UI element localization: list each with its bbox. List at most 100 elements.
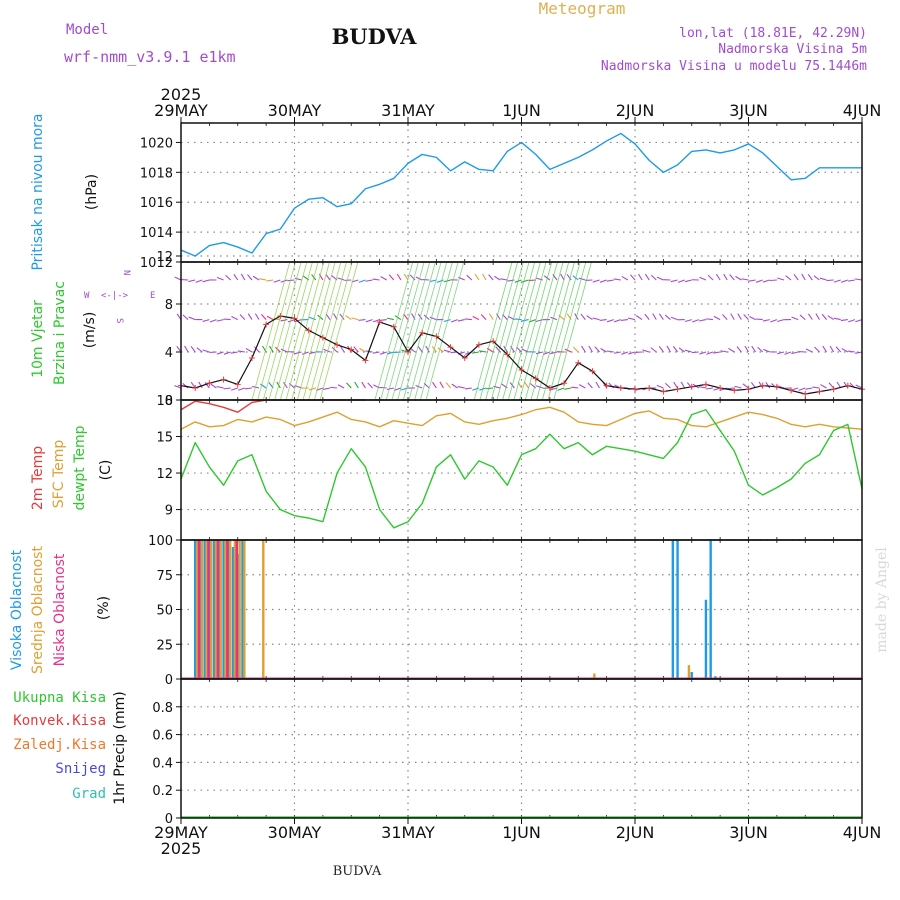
wind-gust-hatch [490, 261, 530, 401]
wind-barb [762, 319, 770, 322]
wind-barb [354, 381, 359, 389]
wind-barb [847, 350, 855, 353]
wind-barb [339, 313, 345, 320]
wind-gust-hatch [425, 261, 465, 401]
wind-barb [379, 351, 387, 355]
wind-barb [587, 382, 593, 389]
wind-barb [231, 316, 238, 321]
wind-barb [807, 313, 813, 320]
cloud_high-bar [212, 540, 216, 679]
wind-barb [429, 279, 437, 283]
wind-gust-hatch [302, 261, 342, 401]
wind-barb [323, 387, 331, 390]
y-tick-label: 75 [156, 569, 173, 584]
top-day-tick-label: 3JUN [729, 101, 768, 120]
cloud_mid-bar [233, 540, 237, 679]
top-day-tick-label: 29MAY [154, 101, 208, 120]
wind-barb [294, 351, 302, 355]
wind-barb [325, 273, 331, 281]
cloud_mid-bar [243, 540, 246, 679]
wind-barb [239, 314, 246, 320]
wind-gust-hatch [313, 261, 353, 401]
wind-barb [439, 381, 444, 389]
cloud_low-bar [197, 540, 201, 679]
wind-barb [855, 384, 863, 389]
sfctemp-ylabel: SFC Temp [51, 440, 67, 509]
wind-barb [443, 349, 451, 353]
wind-barb [274, 346, 281, 353]
cloud-mid-ylabel: Srednja Oblacnost [30, 546, 46, 674]
wind-barb [777, 319, 785, 322]
pressure-line [180, 132, 862, 257]
bottom-day-tick-label: 2JUN [616, 823, 655, 842]
wind-barb [801, 273, 806, 281]
wind-barb [415, 384, 423, 389]
lonlat-label: lon,lat (18.81E, 42.29N) [679, 26, 867, 41]
top-day-tick-label: 31MAY [381, 101, 435, 120]
temp2m-line [180, 399, 366, 413]
wind-barb [620, 319, 628, 321]
wind-barb [621, 275, 629, 281]
wind-barb [777, 277, 785, 281]
wind-barb [480, 314, 487, 320]
wind-barb [223, 351, 231, 355]
y-tick-label: 1014 [140, 226, 173, 241]
wind-barb [415, 276, 423, 281]
wind-barb [698, 319, 707, 322]
y-tick-label: 0 [165, 394, 173, 409]
wind-barb [535, 385, 543, 389]
y-tick-label: 0 [165, 812, 173, 827]
cloud_high-bar [241, 540, 244, 679]
footer-station: BUDVA [333, 864, 382, 879]
pressure-unit: (hPa) [84, 174, 100, 210]
marks-layer [174, 132, 865, 818]
wind-barb [464, 387, 472, 390]
wind-barb [606, 279, 614, 282]
wind-gust-hatch [536, 261, 575, 401]
top-day-tick-label: 2JUN [616, 101, 655, 120]
compass-south: S [114, 318, 124, 323]
compass-east: E [150, 291, 155, 301]
wind-barb [822, 345, 827, 353]
wind-barb [805, 348, 813, 353]
wind-barb [805, 387, 813, 390]
wind-barb [736, 346, 742, 353]
cloud_high-bar [709, 540, 712, 679]
wind-barb [388, 274, 395, 281]
wind-barb [765, 381, 771, 389]
wind-barb [684, 319, 692, 323]
bottom-time-ticks: 29MAY 30MAY 31MAY 1JUN 2JUN 3JUN 4JUN [154, 823, 881, 842]
y-tick-label: 18 [156, 394, 173, 409]
wind-barb [550, 387, 558, 391]
wind-barb [599, 319, 607, 322]
wind-barb [308, 316, 316, 321]
wind-barb [323, 348, 331, 353]
wind-barb [423, 314, 430, 321]
temp2m-ylabel: 2m Temp [30, 446, 46, 510]
wind-barb [820, 384, 827, 389]
wind-barb [195, 279, 203, 283]
wind-barb [550, 351, 558, 355]
precip-legend-conv: Konvek.Kisa [13, 713, 106, 729]
wind-barb [656, 276, 664, 281]
wind-barb [287, 279, 295, 282]
wind-barb [644, 313, 650, 320]
wind-barb [174, 385, 182, 389]
wind-barb [819, 277, 827, 281]
wind-barb [723, 273, 728, 281]
wind-barb [840, 319, 848, 322]
wind-barb [386, 387, 394, 391]
cloud_mid-bar [228, 540, 232, 679]
y-tick-label: 25 [156, 638, 173, 653]
wind-gust-hatch [408, 261, 448, 401]
wind-barb [737, 313, 742, 320]
top-day-tick-label: 30MAY [268, 101, 322, 120]
year-label-top: 2025 [161, 85, 202, 104]
wind-barb [339, 345, 345, 353]
wind-barb [280, 279, 288, 283]
wind-barb [346, 382, 352, 389]
y-tick-label: 1020 [140, 136, 173, 151]
wind-barb [784, 351, 792, 355]
wind-barb [735, 275, 742, 281]
